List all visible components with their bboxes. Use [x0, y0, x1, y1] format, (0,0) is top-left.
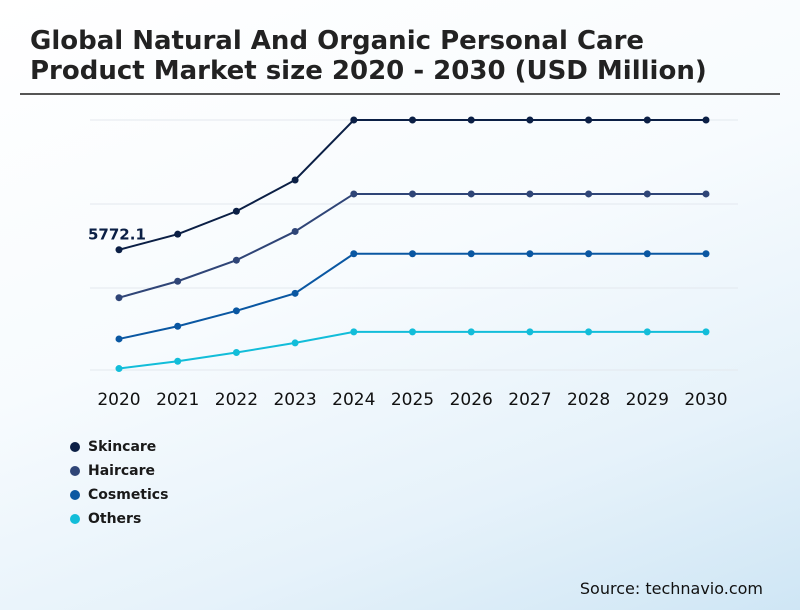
title-divider [20, 93, 780, 95]
point-skincare-2028 [585, 116, 593, 124]
legend: Skincare Haircare Cosmetics Others [70, 435, 168, 531]
point-cosmetics-2025 [409, 250, 416, 258]
x-tick-label: 2024 [332, 390, 375, 410]
point-haircare-2030 [702, 190, 710, 198]
point-haircare-2020 [115, 294, 123, 302]
x-tick-label: 2020 [97, 390, 140, 410]
point-cosmetics-2030 [702, 250, 710, 258]
point-skincare-2020 [115, 246, 123, 254]
x-tick-label: 2023 [273, 390, 316, 410]
legend-item-haircare: Haircare [70, 459, 168, 483]
point-cosmetics-2023 [291, 289, 299, 297]
point-others-2030 [702, 328, 710, 336]
series-line-cosmetics [118, 252, 706, 340]
series-line-others [118, 330, 706, 370]
point-others-2022 [232, 349, 240, 356]
point-others-2025 [409, 328, 416, 336]
point-haircare-2026 [467, 190, 475, 198]
point-skincare-2027 [526, 116, 534, 124]
point-haircare-2028 [585, 190, 593, 198]
point-haircare-2023 [291, 227, 299, 235]
point-haircare-2022 [232, 256, 240, 264]
chart-title: Global Natural And Organic Personal Care… [30, 26, 707, 86]
data-label: 5772.1 [88, 226, 146, 244]
point-others-2023 [291, 339, 299, 347]
point-haircare-2029 [643, 190, 651, 198]
legend-label: Haircare [88, 463, 156, 479]
point-cosmetics-2024 [350, 250, 358, 258]
point-haircare-2025 [409, 190, 416, 198]
x-tick-label: 2028 [567, 390, 610, 410]
legend-label: Cosmetics [88, 487, 169, 503]
point-others-2027 [526, 328, 534, 336]
point-skincare-2022 [232, 207, 240, 215]
point-cosmetics-2021 [174, 322, 182, 330]
point-others-2024 [350, 328, 358, 336]
x-tick-label: 2021 [156, 390, 199, 410]
source-credit: Source: technavio.com [579, 579, 763, 598]
point-others-2020 [115, 365, 123, 373]
point-cosmetics-2020 [115, 335, 123, 343]
series-line-haircare [118, 192, 706, 299]
series-line-skincare [118, 119, 706, 251]
legend-label: Others [88, 511, 142, 527]
point-cosmetics-2022 [232, 307, 240, 315]
legend-dot-icon [70, 514, 80, 524]
legend-dot-icon [70, 442, 80, 452]
x-tick-label: 2025 [391, 390, 434, 410]
point-cosmetics-2027 [526, 250, 534, 258]
point-skincare-2026 [467, 116, 475, 124]
point-others-2021 [174, 357, 182, 365]
point-cosmetics-2028 [585, 250, 593, 258]
point-skincare-2023 [291, 176, 299, 184]
point-haircare-2027 [526, 190, 534, 198]
point-skincare-2021 [174, 230, 182, 238]
x-tick-label: 2030 [684, 390, 727, 410]
point-skincare-2024 [350, 116, 358, 124]
point-others-2026 [467, 328, 475, 336]
point-skincare-2025 [409, 116, 416, 124]
point-haircare-2024 [350, 190, 358, 198]
x-tick-label: 2022 [215, 390, 258, 410]
x-tick-label: 2029 [626, 390, 669, 410]
point-skincare-2030 [702, 116, 710, 124]
point-haircare-2021 [174, 277, 182, 285]
point-skincare-2029 [643, 116, 651, 124]
point-others-2029 [643, 328, 651, 336]
point-cosmetics-2026 [467, 250, 475, 258]
x-tick-label: 2026 [450, 390, 493, 410]
point-others-2028 [585, 328, 593, 336]
x-tick-label: 2027 [508, 390, 551, 410]
legend-dot-icon [70, 466, 80, 476]
point-cosmetics-2029 [643, 250, 651, 258]
legend-item-others: Others [70, 507, 168, 531]
legend-label: Skincare [88, 439, 157, 455]
legend-item-cosmetics: Cosmetics [70, 483, 168, 507]
legend-dot-icon [70, 490, 80, 500]
legend-item-skincare: Skincare [70, 435, 168, 459]
